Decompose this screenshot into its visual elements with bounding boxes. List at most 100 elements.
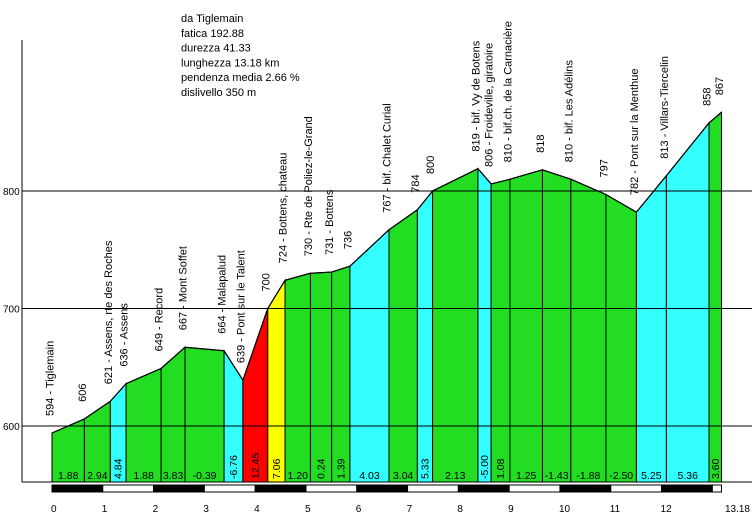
km-scale-segment-11: [559, 484, 612, 493]
km-scale-segment-9: [457, 484, 510, 493]
info-fatica: fatica 192.88: [181, 28, 244, 40]
segment-fill-22: [605, 193, 637, 483]
gradient-label-21: -1.88: [576, 470, 600, 482]
segment-fill-19: [509, 169, 543, 483]
gradient-label-2: 2.94: [87, 470, 108, 482]
segment-fill-23: [635, 174, 667, 483]
x-tick-label-4: 4: [254, 504, 260, 515]
km-scale-segment-5: [254, 484, 307, 493]
segment-fill-14: [388, 208, 418, 483]
gradient-label-3: 4.84: [113, 458, 125, 479]
gradient-label-8: 12.45: [250, 453, 262, 479]
info-lunghezza: lunghezza 13.18 km: [181, 57, 279, 69]
km-scale-bar: [51, 484, 723, 493]
km-scale-segment-13: [661, 484, 713, 493]
x-tick-label-12: 12: [661, 504, 673, 515]
point-label-21: 810 - bif. Les Adélins: [563, 60, 575, 163]
segment-fill-20: [541, 169, 572, 483]
x-tick-label-10: 10: [559, 504, 571, 515]
x-tick-label-5: 5: [305, 504, 311, 515]
point-label-5: 649 - Record: [154, 288, 166, 352]
point-labels: 594 - Tiglemain 606 621 - Assens, rte des …: [45, 21, 727, 416]
point-label-17: 819 - bif. Vy de Botens: [470, 40, 482, 151]
point-label-9: 700: [260, 273, 272, 291]
x-tick-label-9: 9: [508, 504, 514, 515]
segment-fill-18: [490, 178, 511, 483]
segment-fill-16: [432, 167, 479, 483]
x-tick-label-1: 1: [102, 504, 108, 515]
km-scale-segment-12: [610, 484, 663, 493]
km-scale-segment-3: [153, 484, 205, 493]
point-label-20: 818: [535, 134, 547, 152]
x-tick-label-3: 3: [203, 504, 209, 515]
gradient-label-1: 1.88: [58, 470, 79, 482]
gradient-labels: 1.88 2.94 4.84 1.88 3.83 -0.39 -6.76 12.45 7.06 1…: [58, 453, 722, 482]
point-label-23: 782 - Pont sur la Menthue: [629, 69, 641, 196]
segment-fill-12: [331, 265, 351, 483]
gradient-label-25: 3.60: [710, 458, 722, 479]
point-label-10: 724 - Bottens, chateau: [278, 153, 290, 264]
x-tick-label-13.18: 13.18: [725, 504, 750, 515]
segment-fill-24: [665, 121, 710, 483]
gradient-label-15: 5.33: [419, 458, 431, 479]
x-tick-label-0: 0: [51, 504, 57, 515]
y-tick-label-800: 800: [3, 187, 20, 198]
km-scale-segment-14: [711, 484, 723, 493]
point-label-1: 594 - Tiglemain: [45, 341, 57, 416]
gradient-label-4: 1.88: [133, 470, 154, 482]
segment-fill-25: [708, 111, 722, 483]
info-dislivello: dislivello 350 m: [181, 87, 256, 99]
gradient-label-10: 1.20: [288, 470, 309, 482]
segment-fill-13: [349, 228, 390, 483]
point-label-12: 731 - Bottens: [324, 189, 336, 255]
y-axis-labels: 600 700 800: [3, 187, 20, 433]
segment-fill-11: [309, 271, 333, 483]
point-label-19: 810 - bif.ch. de la Carnacière: [502, 21, 514, 162]
segment-fill-4: [125, 367, 162, 483]
point-label-15: 784: [410, 174, 422, 192]
gradient-label-7: -6.76: [228, 455, 240, 479]
x-tick-label-2: 2: [153, 504, 159, 515]
info-start: da Tiglemain: [181, 13, 243, 25]
point-label-22: 797: [598, 159, 610, 177]
gradient-label-13: 4.03: [359, 470, 380, 482]
info-pendenza: pendenza media 2.66 %: [181, 72, 300, 84]
x-tick-label-6: 6: [356, 504, 362, 515]
segment-fill-17: [477, 167, 492, 483]
point-label-11: 730 - Rte de Poliez-le-Grand: [303, 116, 315, 256]
x-axis-labels: 0 1 2 3 4 5 6 7 8 9 10 11 12 13.18: [51, 504, 750, 515]
gradient-label-18: 1.08: [495, 458, 507, 479]
profile: [51, 111, 722, 434]
point-label-14: 767 - bif. Chalet Curial: [381, 103, 393, 212]
km-scale-segment-1: [51, 484, 104, 493]
gradient-label-19: 1.25: [516, 470, 537, 482]
point-label-6: 667 - Mont Soffet: [178, 246, 190, 330]
y-tick-label-600: 600: [3, 422, 20, 433]
km-scale-segment-7: [356, 484, 409, 493]
gradient-label-23: 5.25: [641, 470, 662, 482]
point-label-26: 867: [714, 77, 726, 95]
gradient-label-20: -1.43: [545, 470, 569, 482]
gradient-label-12: 1.39: [335, 458, 347, 479]
gradient-label-22: -2.50: [609, 470, 633, 482]
point-label-2: 606: [77, 384, 89, 402]
point-label-16: 800: [425, 156, 437, 174]
point-label-25: 858: [702, 87, 714, 105]
segment-fill-5: [160, 346, 186, 483]
segment-fill-6: [184, 346, 225, 483]
segment-fill-15: [416, 189, 434, 483]
profile-line: [51, 111, 722, 434]
segment-fill-9: [267, 278, 286, 483]
point-label-8: 639 - Pont sur le Talent: [235, 250, 247, 363]
gradient-label-24: 5.36: [678, 470, 699, 482]
km-scale-segment-8: [407, 484, 459, 493]
gradient-label-11: 0.24: [316, 458, 328, 479]
km-scale-segment-4: [203, 484, 256, 493]
gradient-label-5: 3.83: [163, 470, 184, 482]
gradient-label-9: 7.06: [271, 458, 283, 479]
km-scale-segment-2: [102, 484, 155, 493]
info-durezza: durezza 41.33: [181, 43, 251, 55]
x-tick-label-11: 11: [610, 504, 621, 515]
point-label-18: 806 - Froideville, giratoire: [484, 43, 496, 167]
